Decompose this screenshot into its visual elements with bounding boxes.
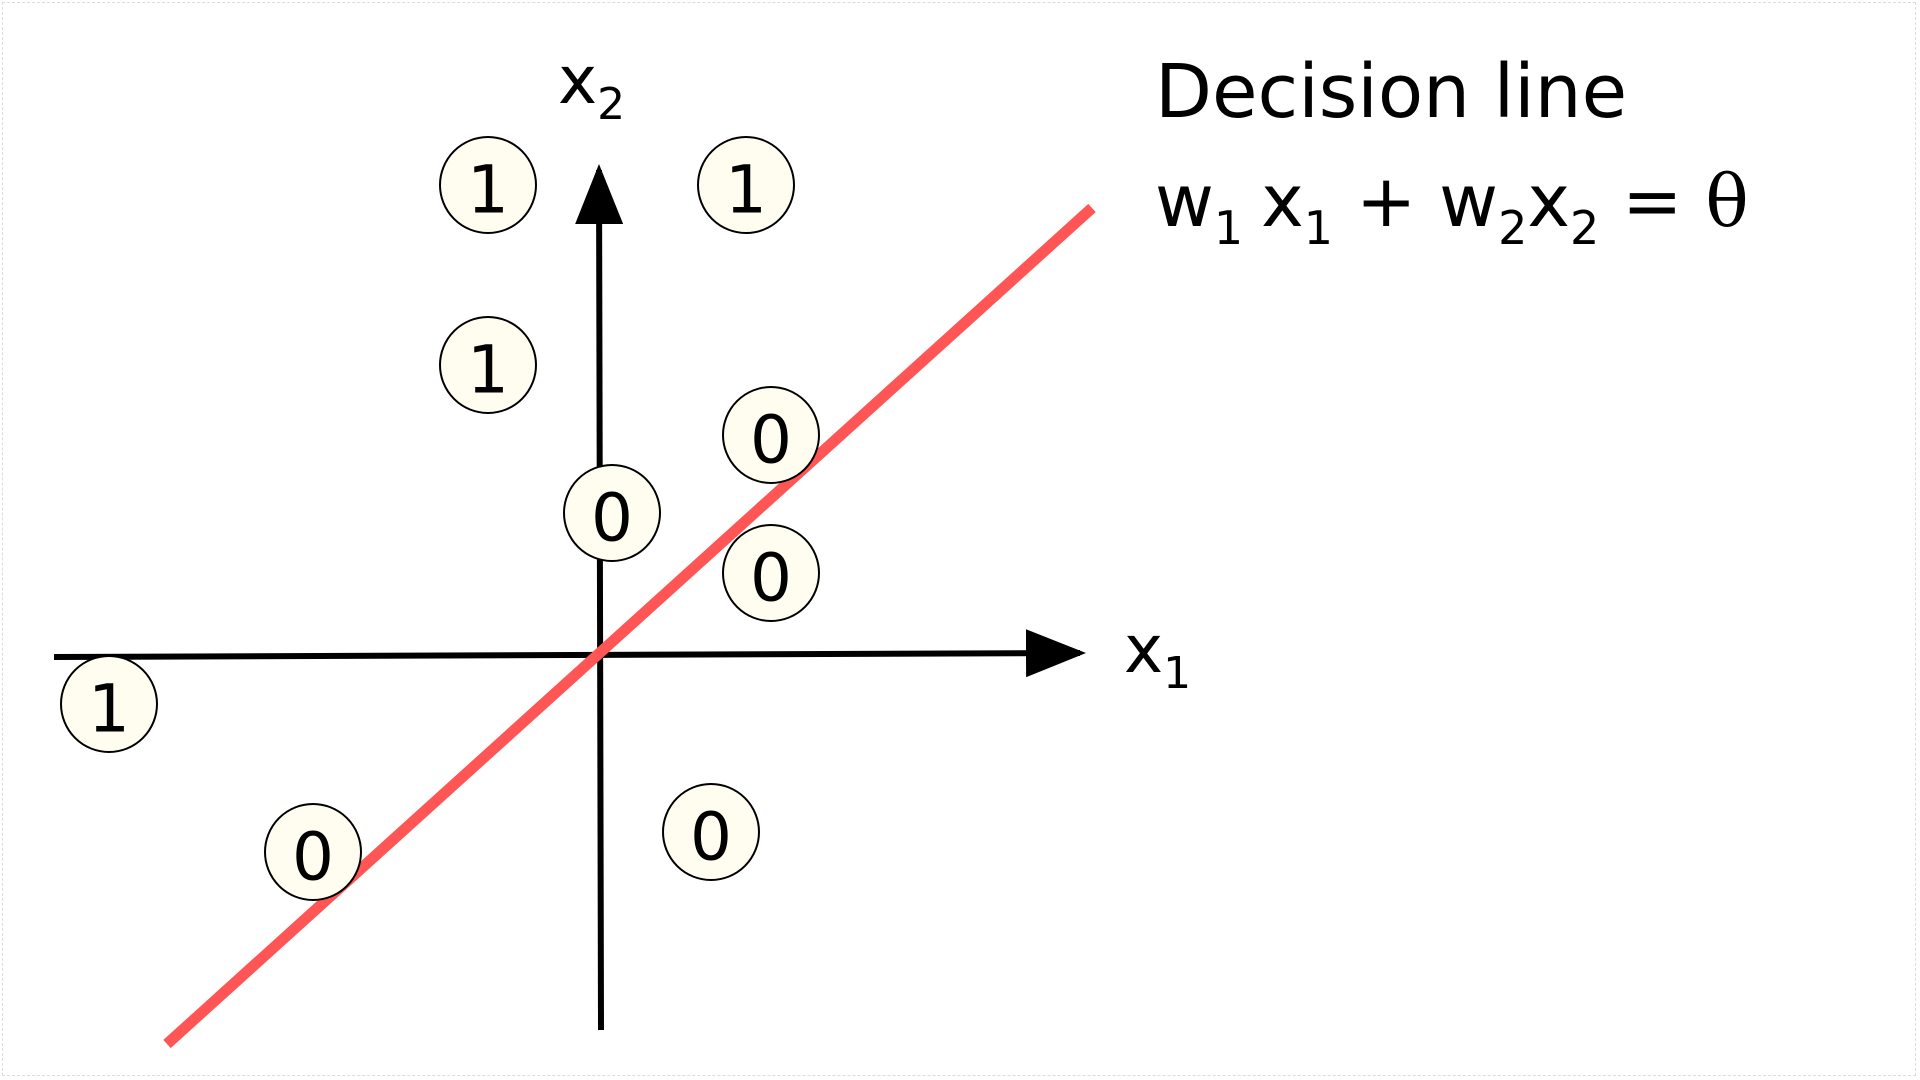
data-point: 0: [722, 386, 820, 484]
x1-axis: [53, 629, 1086, 678]
svg-text:0: 0: [750, 402, 792, 479]
svg-text:1: 1: [88, 671, 130, 748]
svg-text:0: 0: [750, 540, 792, 617]
data-point: 1: [697, 136, 795, 234]
data-point: 0: [264, 803, 362, 901]
decision-line-equation: w1 x1 + w2x2 = θ: [1155, 159, 1749, 255]
decision-line: [163, 203, 1096, 1049]
data-point: 0: [563, 464, 661, 562]
diagram-title: Decision line: [1155, 49, 1628, 135]
x1-axis-label: x1: [1124, 611, 1191, 699]
svg-text:1: 1: [725, 152, 767, 229]
data-point: 0: [662, 783, 760, 881]
svg-text:1: 1: [467, 152, 509, 229]
data-point: 1: [439, 136, 537, 234]
svg-text:0: 0: [292, 819, 334, 896]
x2-axis-label: x2: [558, 42, 625, 130]
data-point: 0: [722, 524, 820, 622]
svg-text:0: 0: [591, 480, 633, 557]
svg-text:0: 0: [690, 799, 732, 876]
x2-axis: [575, 164, 624, 1031]
svg-text:1: 1: [467, 332, 509, 409]
data-point: 1: [439, 316, 537, 414]
data-point: 1: [60, 655, 158, 753]
